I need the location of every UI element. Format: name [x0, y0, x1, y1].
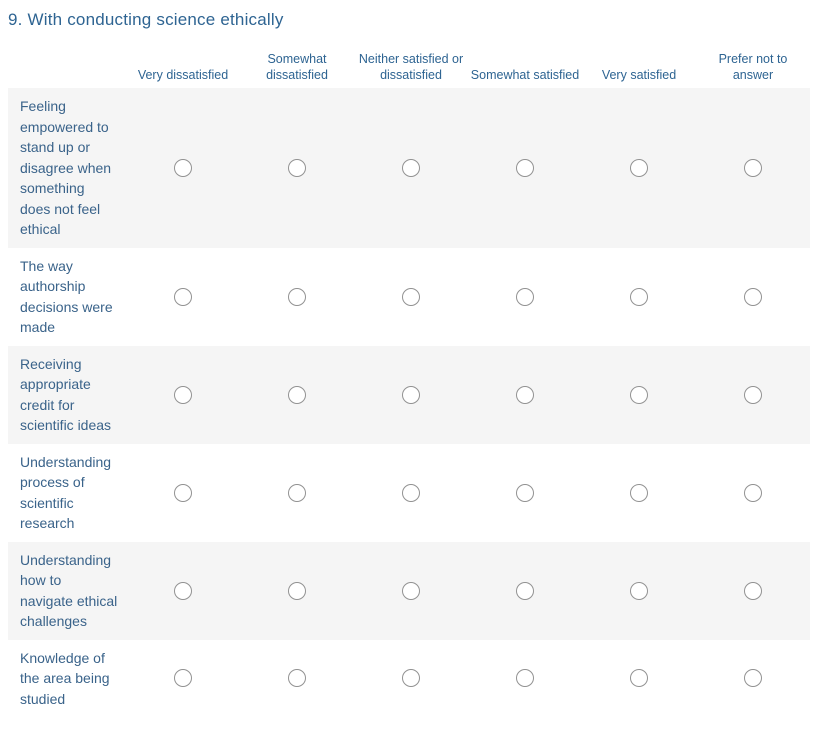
column-header-somewhat-dissatisfied: Somewhat dissatisfied: [266, 52, 328, 82]
radio-r2-c5[interactable]: [630, 287, 648, 306]
radio-r2-c4[interactable]: [516, 287, 534, 306]
survey-question-page: 9. With conducting science ethically Ver…: [8, 10, 810, 718]
radio-r3-c1[interactable]: [174, 385, 192, 404]
radio-r3-c3[interactable]: [402, 385, 420, 404]
row-label: Understanding process of scientific rese…: [20, 453, 112, 532]
matrix-row-understanding-process: Understanding process of scientific rese…: [8, 444, 810, 542]
radio-r4-c4[interactable]: [516, 483, 534, 502]
radio-r3-c2[interactable]: [288, 385, 306, 404]
column-header-somewhat-satisfied: Somewhat satisfied: [470, 68, 580, 82]
radio-r1-c6[interactable]: [744, 158, 762, 177]
column-header-very-satisfied: Very satisfied: [601, 68, 677, 82]
radio-r3-c6[interactable]: [744, 385, 762, 404]
matrix-row-knowledge-of-area: Knowledge of the area being studied: [8, 640, 810, 718]
column-header-prefer-not-to-answer: Prefer not to answer: [718, 52, 788, 82]
radio-r2-c6[interactable]: [744, 287, 762, 306]
radio-r4-c3[interactable]: [402, 483, 420, 502]
row-label: The way authorship decisions were made: [20, 257, 113, 336]
radio-r2-c3[interactable]: [402, 287, 420, 306]
radio-r3-c4[interactable]: [516, 385, 534, 404]
matrix-header-row: Very dissatisfied Somewhat dissatisfied …: [8, 32, 810, 88]
radio-r2-c2[interactable]: [288, 287, 306, 306]
radio-r3-c5[interactable]: [630, 385, 648, 404]
radio-r1-c4[interactable]: [516, 158, 534, 177]
radio-r6-c6[interactable]: [744, 669, 762, 688]
row-label: Knowledge of the area being studied: [20, 649, 110, 707]
radio-r1-c5[interactable]: [630, 158, 648, 177]
radio-r5-c3[interactable]: [402, 581, 420, 600]
radio-r4-c1[interactable]: [174, 483, 192, 502]
radio-r4-c2[interactable]: [288, 483, 306, 502]
row-label: Feeling empowered to stand up or disagre…: [20, 98, 112, 237]
radio-r6-c4[interactable]: [516, 669, 534, 688]
matrix-row-feeling-empowered: Feeling empowered to stand up or disagre…: [8, 88, 810, 248]
radio-r4-c5[interactable]: [630, 483, 648, 502]
column-header-neither: Neither satisfied or dissatisfied: [358, 52, 464, 82]
radio-r2-c1[interactable]: [174, 287, 192, 306]
radio-r6-c1[interactable]: [174, 669, 192, 688]
radio-r5-c5[interactable]: [630, 581, 648, 600]
question-title: 9. With conducting science ethically: [8, 10, 284, 29]
radio-r6-c3[interactable]: [402, 669, 420, 688]
radio-r1-c3[interactable]: [402, 158, 420, 177]
radio-r6-c2[interactable]: [288, 669, 306, 688]
radio-r5-c2[interactable]: [288, 581, 306, 600]
radio-r5-c1[interactable]: [174, 581, 192, 600]
matrix-row-navigate-ethical-challenges: Understanding how to navigate ethical ch…: [8, 541, 810, 640]
radio-r6-c5[interactable]: [630, 669, 648, 688]
column-header-very-dissatisfied: Very dissatisfied: [137, 68, 229, 82]
matrix-row-appropriate-credit: Receiving appropriate credit for scienti…: [8, 345, 810, 444]
matrix-row-authorship-decisions: The way authorship decisions were made: [8, 248, 810, 346]
row-label: Understanding how to navigate ethical ch…: [20, 551, 118, 630]
row-label: Receiving appropriate credit for scienti…: [20, 355, 112, 434]
radio-r1-c1[interactable]: [174, 158, 192, 177]
radio-r5-c4[interactable]: [516, 581, 534, 600]
radio-r1-c2[interactable]: [288, 158, 306, 177]
radio-r5-c6[interactable]: [744, 581, 762, 600]
radio-r4-c6[interactable]: [744, 483, 762, 502]
